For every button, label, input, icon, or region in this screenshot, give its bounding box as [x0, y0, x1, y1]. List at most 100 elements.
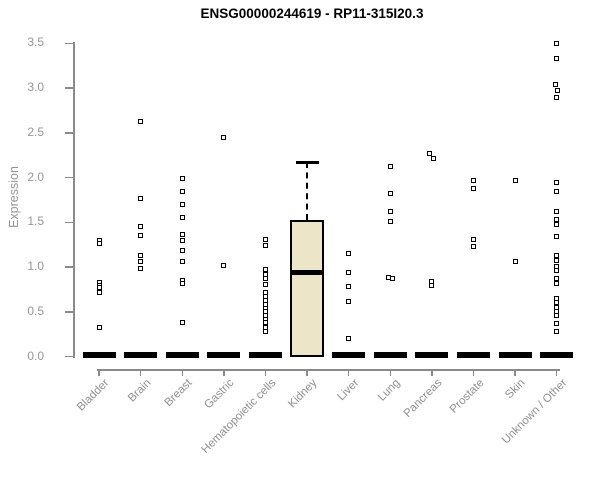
data-point — [179, 259, 185, 265]
y-tick-label: 2.0 — [27, 169, 44, 184]
data-point — [346, 284, 352, 290]
y-tick-label: 3.5 — [27, 35, 44, 50]
x-axis-line — [96, 369, 560, 371]
zero-median-bar — [207, 351, 241, 359]
zero-median-bar — [165, 351, 199, 359]
data-point — [555, 88, 561, 94]
y-tick-label: 3.0 — [27, 80, 44, 95]
x-tick — [223, 369, 225, 376]
data-point — [263, 243, 268, 249]
data-point — [553, 82, 559, 88]
data-point — [554, 321, 560, 327]
data-point — [471, 244, 476, 250]
data-point — [346, 336, 352, 342]
data-point — [221, 134, 227, 140]
y-tick — [64, 221, 74, 224]
y-tick — [64, 87, 74, 89]
y-tick-label: 2.5 — [27, 124, 44, 139]
data-point — [263, 276, 268, 282]
data-point — [554, 94, 560, 100]
zero-median-bar — [540, 351, 574, 359]
data-point — [96, 289, 102, 295]
x-tick — [431, 369, 433, 376]
y-tick — [64, 266, 74, 268]
data-point — [346, 270, 352, 276]
box-whisker-cap — [295, 161, 319, 164]
data-point — [512, 259, 518, 265]
data-point — [138, 266, 144, 272]
data-point — [554, 221, 560, 227]
data-point — [179, 320, 185, 326]
box-median-line — [290, 270, 325, 276]
y-tick-label: 0.0 — [27, 348, 44, 363]
data-point — [387, 219, 393, 225]
x-tick — [139, 369, 142, 376]
data-point — [554, 313, 560, 319]
zero-median-bar — [124, 351, 158, 359]
zero-median-bar — [498, 351, 532, 359]
data-point — [346, 298, 352, 304]
chart-title: ENSG00000244619 - RP11-315I20.3 — [200, 6, 424, 21]
y-tick — [64, 42, 74, 45]
data-point — [431, 156, 437, 162]
data-point — [138, 195, 144, 201]
x-tick — [555, 369, 558, 376]
data-point — [179, 247, 185, 253]
data-point — [179, 189, 185, 195]
box-whisker — [306, 162, 309, 220]
data-point — [554, 209, 560, 215]
y-tick-label: 1.0 — [27, 259, 44, 274]
data-point — [221, 262, 227, 268]
y-tick — [64, 176, 74, 179]
data-point — [179, 237, 185, 243]
data-point — [138, 223, 144, 229]
data-point — [554, 257, 560, 263]
y-tick — [64, 355, 74, 358]
box-plot — [290, 219, 325, 357]
data-point — [554, 56, 560, 62]
zero-median-bar — [332, 351, 366, 359]
x-tick — [181, 369, 184, 376]
x-tick — [472, 369, 475, 376]
data-point — [427, 150, 433, 156]
data-point — [554, 189, 560, 195]
data-point — [179, 176, 185, 182]
data-point — [138, 253, 144, 259]
data-point — [554, 179, 560, 185]
x-tick — [98, 369, 100, 376]
data-point — [471, 236, 476, 242]
data-point — [554, 268, 560, 274]
data-point — [179, 280, 185, 286]
zero-median-bar — [415, 351, 449, 359]
data-point — [263, 281, 268, 287]
data-point — [387, 191, 393, 197]
data-point — [96, 324, 102, 330]
data-point — [512, 177, 518, 183]
zero-median-bar — [249, 351, 282, 359]
data-point — [554, 234, 560, 240]
y-tick — [64, 132, 74, 134]
data-point — [179, 215, 185, 221]
data-point — [346, 251, 352, 257]
data-point — [96, 240, 102, 246]
x-tick — [347, 369, 350, 376]
x-tick — [514, 369, 516, 376]
y-tick-label: 1.5 — [27, 214, 44, 229]
zero-median-bar — [457, 351, 490, 359]
x-tick — [264, 369, 267, 376]
data-point — [429, 282, 435, 288]
data-point — [554, 280, 560, 286]
data-point — [138, 259, 144, 265]
data-point — [471, 185, 476, 191]
data-point — [179, 232, 185, 238]
x-tick — [306, 369, 308, 376]
data-point — [138, 118, 144, 124]
data-point — [554, 329, 560, 335]
data-point — [179, 202, 185, 208]
y-tick-label: 0.5 — [27, 303, 44, 318]
zero-median-bar — [82, 351, 116, 359]
data-point — [387, 209, 393, 215]
x-tick — [389, 369, 392, 376]
